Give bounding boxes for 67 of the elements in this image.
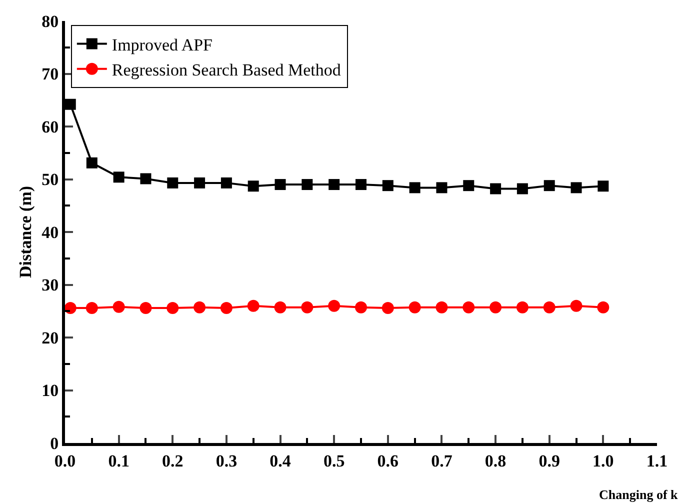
point — [597, 301, 610, 314]
point — [598, 180, 609, 192]
y-tick-label: 20 — [42, 328, 59, 348]
point — [544, 180, 555, 192]
point — [274, 301, 286, 314]
point — [247, 300, 260, 312]
point — [382, 180, 394, 192]
point — [113, 172, 124, 183]
point — [436, 182, 448, 194]
y-tick-label: 70 — [42, 64, 59, 84]
point — [408, 301, 421, 314]
y-tick-label: 40 — [42, 222, 59, 242]
point — [302, 179, 313, 190]
point — [516, 301, 528, 314]
x-tick-label: 0.3 — [216, 451, 238, 470]
point — [490, 183, 502, 194]
x-tick-label: 0.2 — [162, 451, 184, 470]
point — [355, 301, 367, 314]
point — [167, 177, 178, 188]
x-tick-label: 0.7 — [431, 451, 453, 470]
x-tick-label: 0.6 — [377, 451, 399, 470]
point — [274, 179, 286, 190]
y-tick-label: 80 — [42, 12, 59, 31]
point — [248, 180, 259, 192]
y-tick-label: 30 — [42, 276, 59, 295]
point — [140, 173, 152, 184]
legend-label: Improved APF — [112, 35, 213, 54]
point — [463, 180, 474, 192]
point — [570, 182, 582, 194]
point — [220, 302, 232, 314]
x-tick-label: 0.4 — [270, 451, 292, 470]
point — [570, 300, 582, 312]
point — [112, 300, 125, 313]
x-tick-label: 0.5 — [323, 451, 345, 470]
x-tick-label: 0.8 — [484, 451, 506, 470]
point — [194, 177, 206, 188]
point — [328, 300, 340, 312]
point — [462, 301, 475, 314]
point — [86, 302, 98, 314]
point — [436, 301, 448, 314]
point — [490, 301, 502, 314]
point — [65, 98, 76, 110]
point — [86, 157, 98, 168]
point — [65, 302, 76, 314]
point — [543, 301, 556, 314]
x-tick-label: 0.0 — [54, 451, 76, 470]
point — [382, 302, 394, 314]
point — [166, 302, 179, 314]
x-tick-label: 1.0 — [592, 451, 614, 470]
y-axis-title: Distance (m) — [16, 186, 36, 278]
point — [516, 183, 528, 194]
x-tick-label: 0.1 — [108, 451, 130, 470]
y-tick-label: 50 — [42, 170, 59, 190]
y-tick-label: 10 — [42, 381, 59, 400]
point — [140, 302, 152, 314]
y-tick-label: 60 — [42, 117, 59, 136]
y-tick-label: 0 — [50, 434, 59, 453]
legend-label: Regression Search Based Method — [112, 60, 342, 80]
point — [220, 177, 232, 188]
point — [409, 182, 420, 194]
x-tick-label: 1.1 — [646, 451, 668, 470]
point — [194, 301, 206, 314]
point — [328, 179, 340, 190]
x-tick-label: 0.9 — [538, 451, 560, 470]
point — [301, 301, 314, 314]
point — [356, 179, 366, 190]
x-axis-title: Changing of k — [599, 487, 679, 502]
